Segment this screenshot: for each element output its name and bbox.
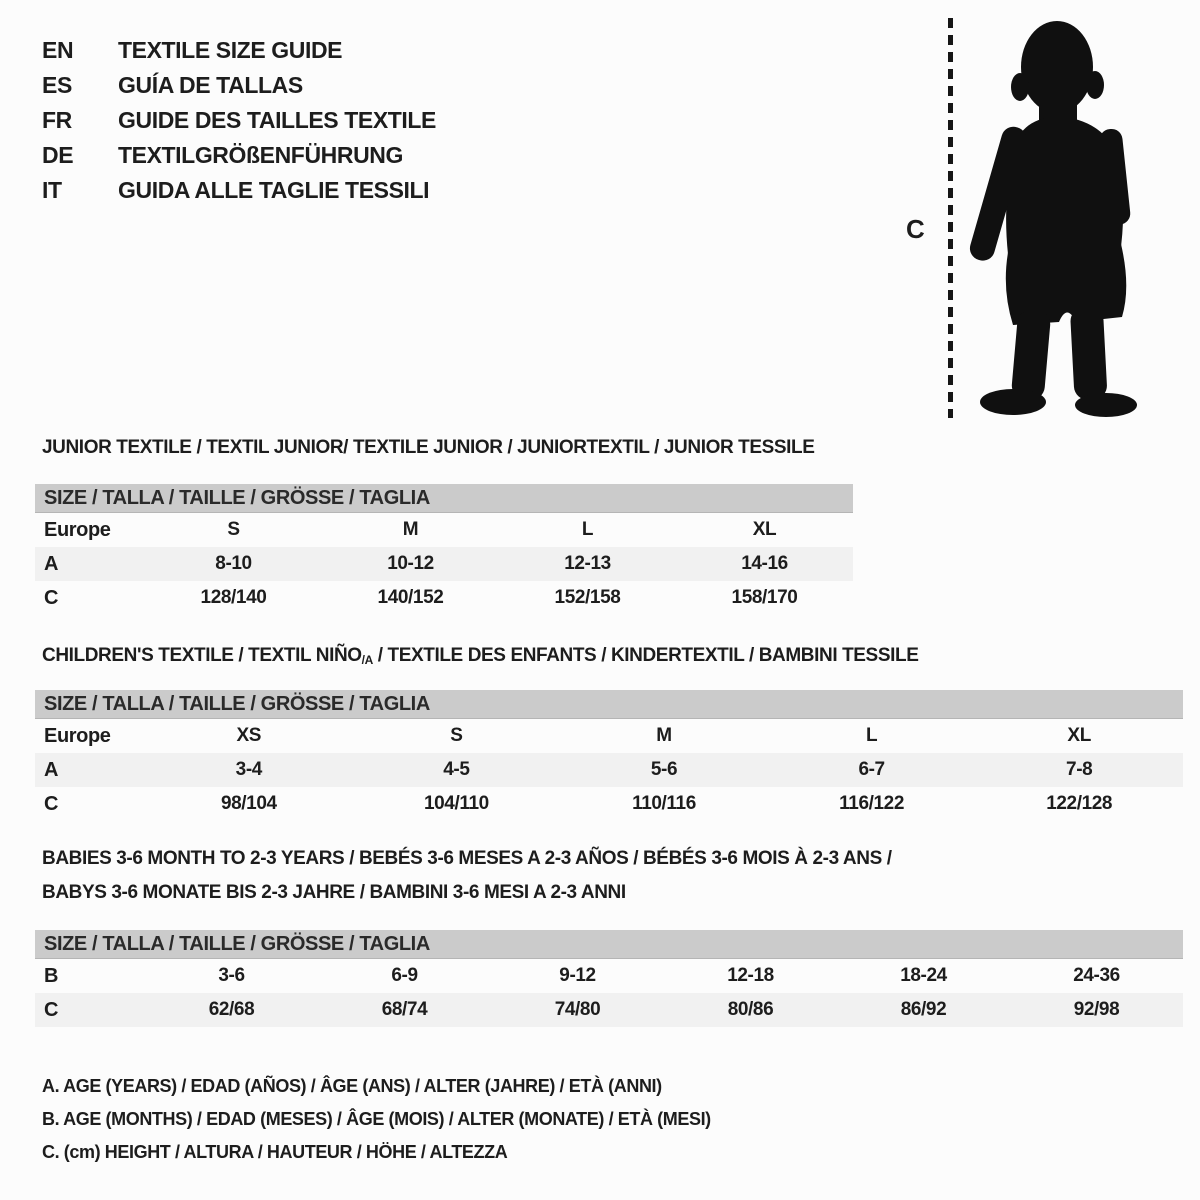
lang-title: TEXTILGRÖßENFÜHRUNG <box>118 142 403 168</box>
lang-row-it: IT GUIDA ALLE TAGLIE TESSILI <box>42 173 436 208</box>
lang-row-en: EN TEXTILE SIZE GUIDE <box>42 33 436 68</box>
size-cell: 158/170 <box>731 587 798 608</box>
size-cell: 80/86 <box>727 999 774 1020</box>
legend-line-c: C. (cm) HEIGHT / ALTURA / HAUTEUR / HÖHE… <box>42 1142 508 1162</box>
table-row: C 62/68 68/74 74/80 80/86 86/92 92/98 <box>35 993 1183 1027</box>
lang-title: TEXTILE SIZE GUIDE <box>118 37 343 63</box>
table-row: A 3-4 4-5 5-6 6-7 7-8 <box>35 753 1183 787</box>
row-label: C <box>44 999 59 1021</box>
babies-size-table: SIZE / TALLA / TAILLE / GRÖSSE / TAGLIA … <box>35 930 1183 1027</box>
measure-legend: A. AGE (YEARS) / EDAD (AÑOS) / ÂGE (ANS)… <box>42 1070 711 1169</box>
table-row: C 98/104 104/110 110/116 116/122 122/128 <box>35 787 1183 821</box>
size-cell: 116/122 <box>839 793 904 814</box>
size-cell: 122/128 <box>1046 793 1113 814</box>
height-measure-label: C <box>906 214 925 244</box>
size-cell: 68/74 <box>381 999 428 1020</box>
size-cell: 110/116 <box>632 793 696 814</box>
children-section-title: CHILDREN'S TEXTILE / TEXTIL NIÑO/A / TEX… <box>42 644 919 669</box>
lang-row-fr: FR GUIDE DES TAILLES TEXTILE <box>42 103 436 138</box>
legend-line-a: A. AGE (YEARS) / EDAD (AÑOS) / ÂGE (ANS)… <box>42 1076 662 1096</box>
lang-title: GUIDE DES TAILLES TEXTILE <box>118 107 436 133</box>
size-cell: 104/110 <box>423 793 489 814</box>
babies-title-line1: BABIES 3-6 MONTH TO 2-3 YEARS / BEBÉS 3-… <box>42 848 892 869</box>
table-row: B 3-6 6-9 9-12 12-18 18-24 24-36 <box>35 959 1183 993</box>
size-cell: 128/140 <box>200 587 267 608</box>
size-cell: XL <box>1067 725 1091 746</box>
lang-code: DE <box>42 142 74 168</box>
row-label: Europe <box>44 725 111 747</box>
size-cell: 3-4 <box>235 759 263 780</box>
size-cell: XS <box>236 725 262 746</box>
size-cell: 98/104 <box>220 793 277 814</box>
size-cell: 86/92 <box>900 999 947 1020</box>
lang-title: GUÍA DE TALLAS <box>118 72 303 98</box>
children-size-table: SIZE / TALLA / TAILLE / GRÖSSE / TAGLIA … <box>35 690 1183 821</box>
size-cell: 6-9 <box>391 965 418 986</box>
lang-code: IT <box>42 177 62 203</box>
table-row: Europe XS S M L XL <box>35 719 1183 753</box>
size-cell: 18-24 <box>900 965 947 986</box>
children-title-sub: /A <box>361 653 374 667</box>
lang-code: ES <box>42 72 72 98</box>
table-header: SIZE / TALLA / TAILLE / GRÖSSE / TAGLIA <box>35 484 853 513</box>
size-cell: 62/68 <box>208 999 255 1020</box>
row-label: A <box>44 759 59 781</box>
legend-line-b: B. AGE (MONTHS) / EDAD (MESES) / ÂGE (MO… <box>42 1109 711 1129</box>
size-cell: 10-12 <box>387 553 434 574</box>
size-cell: 9-12 <box>559 965 596 986</box>
language-title-block: EN TEXTILE SIZE GUIDE ES GUÍA DE TALLAS … <box>42 33 436 208</box>
row-label: A <box>44 553 59 575</box>
lang-code: FR <box>42 107 72 133</box>
size-cell: 152/158 <box>554 587 621 608</box>
height-measure-dashed-line <box>948 18 953 418</box>
size-cell: 24-36 <box>1073 965 1120 986</box>
size-cell: 3-6 <box>218 965 245 986</box>
babies-section-title: BABIES 3-6 MONTH TO 2-3 YEARS / BEBÉS 3-… <box>42 842 892 910</box>
size-cell: 7-8 <box>1066 759 1093 780</box>
size-cell: M <box>656 725 672 746</box>
lang-code: EN <box>42 37 74 63</box>
size-cell: 6-7 <box>858 759 885 780</box>
row-label: B <box>44 965 59 987</box>
row-label: C <box>44 587 59 609</box>
size-cell: 12-18 <box>727 965 774 986</box>
size-cell: 8-10 <box>215 553 252 574</box>
size-cell: 92/98 <box>1073 999 1120 1020</box>
size-cell: 12-13 <box>564 553 611 574</box>
table-row: A 8-10 10-12 12-13 14-16 <box>35 547 853 581</box>
size-cell: M <box>402 519 419 540</box>
size-cell: 140/152 <box>377 587 444 608</box>
size-cell: L <box>865 725 878 746</box>
size-cell: 74/80 <box>554 999 601 1020</box>
lang-row-de: DE TEXTILGRÖßENFÜHRUNG <box>42 138 436 173</box>
size-cell: XL <box>752 519 777 540</box>
size-cell: 4-5 <box>443 759 470 780</box>
row-label: Europe <box>44 519 111 541</box>
size-cell: 14-16 <box>741 553 788 574</box>
table-row: C 128/140 140/152 152/158 158/170 <box>35 581 853 615</box>
babies-title-line2: BABYS 3-6 MONATE BIS 2-3 JAHRE / BAMBINI… <box>42 882 626 903</box>
size-cell: 5-6 <box>650 759 678 780</box>
table-header: SIZE / TALLA / TAILLE / GRÖSSE / TAGLIA <box>35 690 1183 719</box>
size-cell: S <box>450 725 463 746</box>
junior-section-title: JUNIOR TEXTILE / TEXTIL JUNIOR/ TEXTILE … <box>42 437 815 458</box>
children-title-prefix: CHILDREN'S TEXTILE / TEXTIL NIÑO <box>42 645 362 666</box>
row-label: C <box>44 793 59 815</box>
table-row: Europe S M L XL <box>35 513 853 547</box>
size-cell: S <box>227 519 240 540</box>
children-title-suffix: / TEXTILE DES ENFANTS / KINDERTEXTIL / B… <box>372 645 919 666</box>
junior-size-table: SIZE / TALLA / TAILLE / GRÖSSE / TAGLIA … <box>35 484 853 615</box>
table-header: SIZE / TALLA / TAILLE / GRÖSSE / TAGLIA <box>35 930 1183 959</box>
lang-title: GUIDA ALLE TAGLIE TESSILI <box>118 177 430 203</box>
lang-row-es: ES GUÍA DE TALLAS <box>42 68 436 103</box>
size-cell: L <box>581 519 594 540</box>
toddler-silhouette-icon <box>969 21 1137 417</box>
